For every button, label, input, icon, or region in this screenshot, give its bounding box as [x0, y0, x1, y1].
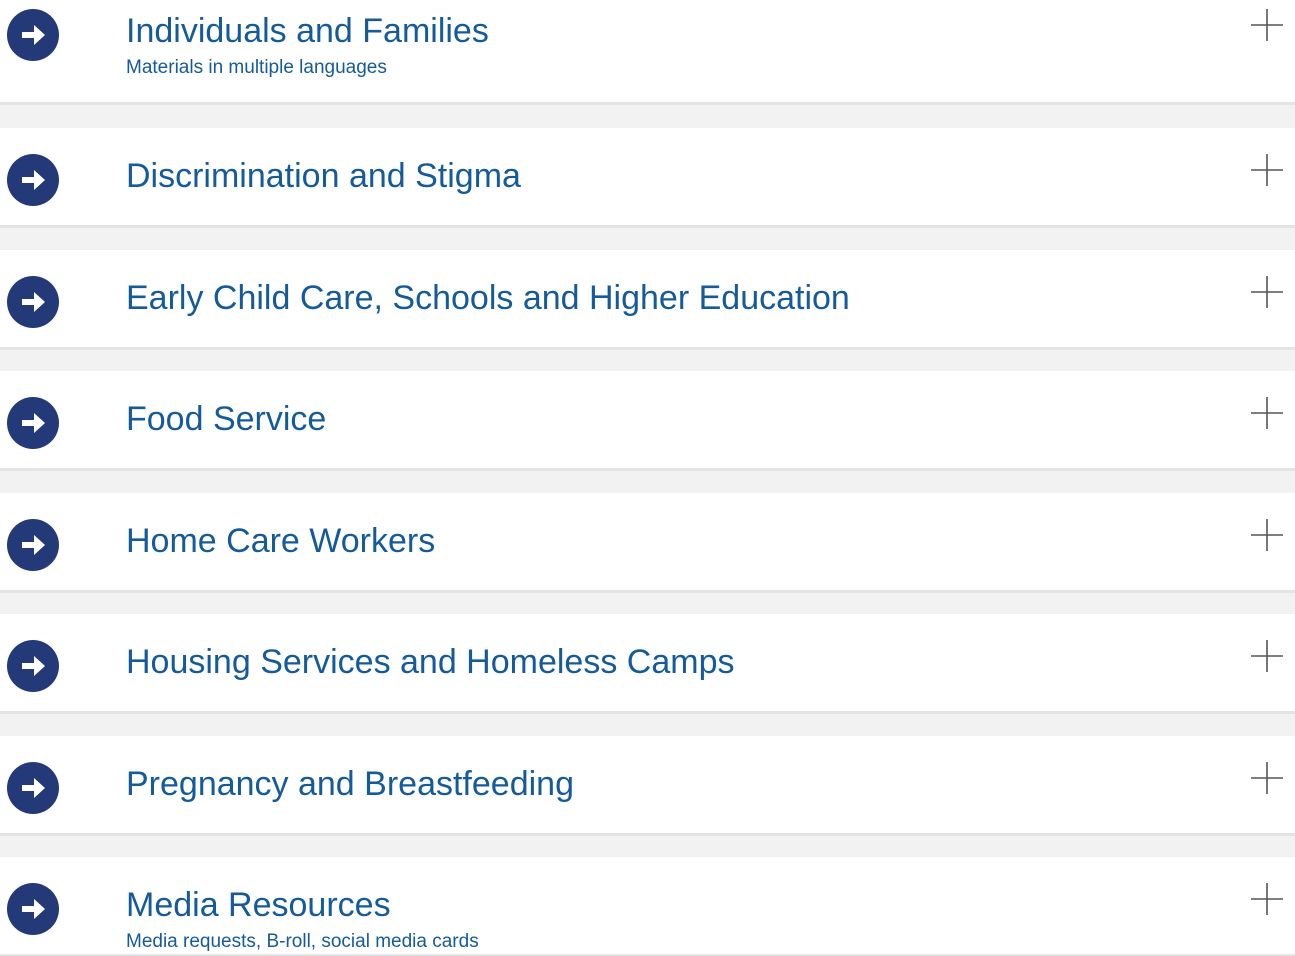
icon-arrow [22, 656, 45, 676]
accordion-item[interactable]: Media Resources Media requests, B-roll, s… [0, 857, 1295, 956]
icon-arrow [22, 777, 45, 798]
expand-icon[interactable] [1251, 9, 1283, 41]
accordion-item[interactable]: Early Child Care, Schools and Higher Edu… [0, 249, 1295, 350]
item-title: Early Child Care, Schools and Higher Edu… [126, 278, 850, 317]
item-subtitle: Materials in multiple languages [126, 57, 387, 78]
accordion-item[interactable]: Home Care Workers [0, 492, 1295, 593]
accordion-item[interactable]: Housing Services and Homeless Camps [0, 614, 1295, 714]
arrow-icon [7, 640, 59, 692]
arrow-icon [7, 883, 59, 935]
icon-arrow [22, 291, 45, 312]
expand-icon[interactable] [1251, 883, 1283, 915]
item-title: Housing Services and Homeless Camps [126, 643, 735, 681]
accordion-item[interactable]: Individuals and Families Materials in mul… [0, 0, 1295, 105]
accordion-item[interactable]: Discrimination and Stigma [0, 128, 1295, 228]
item-title: Media Resources [126, 886, 391, 924]
item-title: Food Service [126, 400, 327, 438]
icon-arrow [22, 25, 45, 45]
icon-arrow [22, 170, 45, 190]
arrow-icon [7, 154, 59, 206]
item-title: Home Care Workers [126, 521, 436, 560]
expand-icon[interactable] [1251, 518, 1283, 551]
arrow-icon [7, 518, 59, 571]
icon-arrow [22, 413, 45, 433]
item-title: Discrimination and Stigma [126, 157, 521, 195]
icon-arrow [22, 899, 45, 919]
item-title: Pregnancy and Breastfeeding [126, 764, 574, 803]
arrow-icon [7, 275, 59, 328]
expand-icon[interactable] [1251, 761, 1283, 794]
item-subtitle: Media requests, B-roll, social media car… [126, 931, 479, 952]
expand-icon[interactable] [1251, 640, 1283, 672]
expand-icon[interactable] [1251, 397, 1283, 429]
icon-arrow [22, 534, 45, 555]
arrow-icon [7, 9, 59, 61]
item-title: Individuals and Families [126, 12, 489, 50]
arrow-icon [7, 397, 59, 449]
accordion-item[interactable]: Pregnancy and Breastfeeding [0, 735, 1295, 836]
accordion-item[interactable]: Food Service [0, 371, 1295, 471]
expand-icon[interactable] [1251, 154, 1283, 186]
arrow-icon [7, 761, 59, 814]
expand-icon[interactable] [1251, 275, 1283, 308]
